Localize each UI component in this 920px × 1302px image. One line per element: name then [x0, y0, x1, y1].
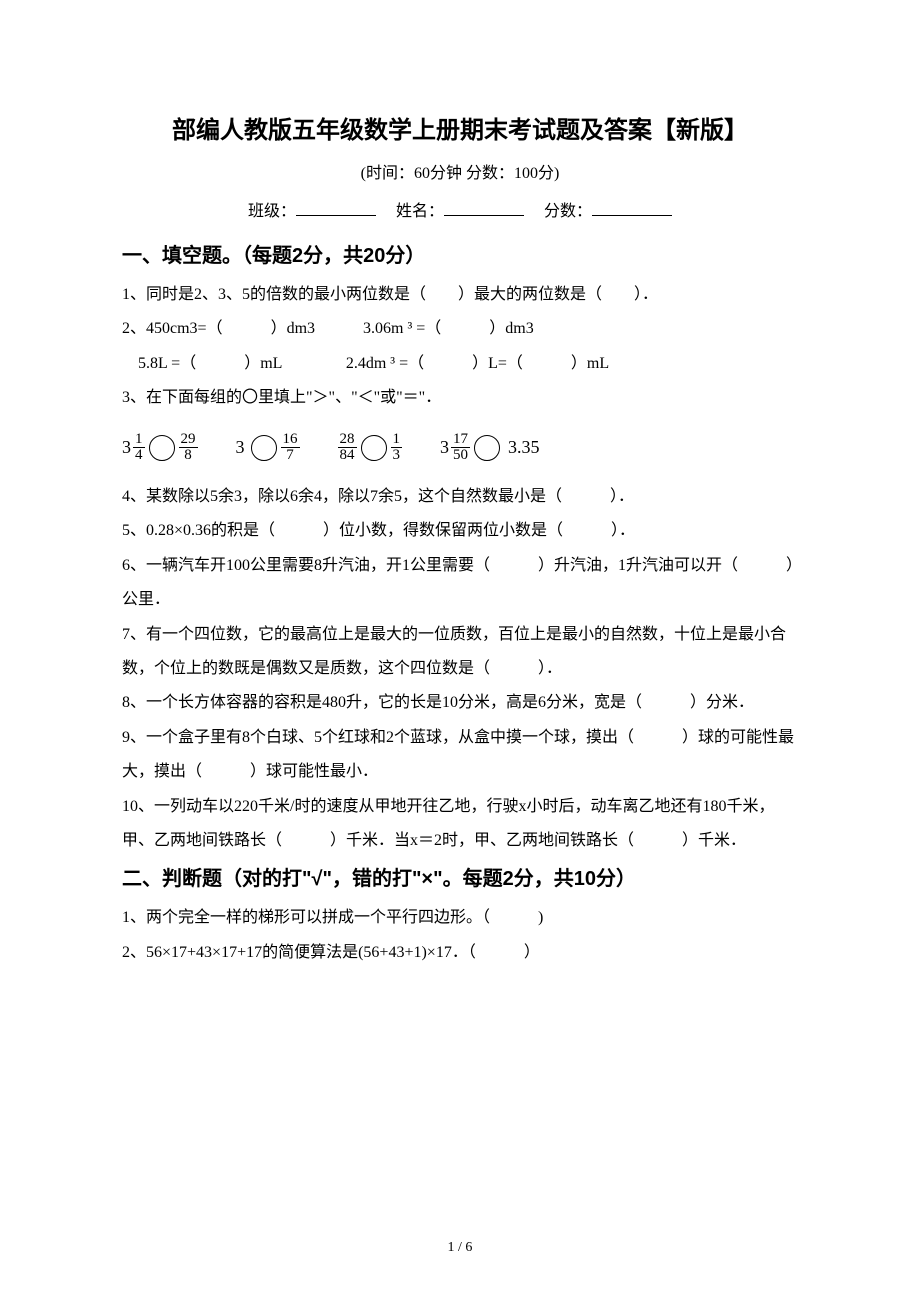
q4: 4、某数除以5余3，除以6余4，除以7余5，这个自然数最小是（ ）． [122, 480, 798, 514]
q9: 9、一个盒子里有8个白球、5个红球和2个蓝球，从盒中摸一个球，摸出（ ）球的可能… [122, 721, 798, 790]
frac-1-right-den: 8 [182, 448, 194, 464]
score-label: 分数： [544, 203, 592, 220]
frac-3-left-num: 28 [338, 432, 357, 449]
q3: 3、在下面每组的〇里填上"＞"、"＜"或"＝"． [122, 381, 798, 415]
frac-3-right: 1 3 [391, 432, 403, 465]
q7: 7、有一个四位数，它的最高位上是最大的一位质数，百位上是最小的自然数，十位上是最… [122, 618, 798, 687]
frac-4-left: 17 50 [451, 432, 470, 465]
frac-1-left-den: 4 [133, 448, 145, 464]
class-blank[interactable] [296, 200, 376, 216]
name-label: 姓名： [396, 203, 444, 220]
frac-3-left: 28 84 [338, 432, 357, 465]
q6: 6、一辆汽车开100公里需要8升汽油，开1公里需要（ ）升汽油，1升汽油可以开（… [122, 549, 798, 618]
section2-header: 二、判断题（对的打"√"，错的打"×"。每题2分，共10分） [122, 862, 798, 891]
compare-circle-3[interactable] [361, 435, 387, 461]
frac-1-left: 1 4 [133, 432, 145, 465]
q1: 1、同时是2、3、5的倍数的最小两位数是（ ）最大的两位数是（ ）． [122, 278, 798, 312]
whole-1: 3 [122, 437, 131, 458]
frac-3-right-num: 1 [391, 432, 403, 449]
frac-3-right-den: 3 [391, 448, 403, 464]
exam-title: 部编人教版五年级数学上册期末考试题及答案【新版】 [122, 110, 798, 145]
compare-circle-4[interactable] [474, 435, 500, 461]
section1-header: 一、填空题。（每题2分，共20分） [122, 239, 798, 268]
frac-4-left-den: 50 [451, 448, 470, 464]
frac-3-left-den: 84 [338, 448, 357, 464]
name-blank[interactable] [444, 200, 524, 216]
frac-2-right-num: 16 [281, 432, 300, 449]
q5: 5、0.28×0.36的积是（ ）位小数，得数保留两位小数是（ ）． [122, 514, 798, 548]
compare-circle-2[interactable] [251, 435, 277, 461]
q2a: 2、450cm3=（ ）dm3 3.06m ³ =（ ）dm3 [122, 312, 798, 346]
frac-2-right-den: 7 [284, 448, 296, 464]
exam-meta: (时间：60分钟 分数：100分) [122, 159, 798, 183]
frac-item-2: 3 16 7 [236, 432, 300, 465]
student-info-line: 班级： 姓名： 分数： [122, 197, 798, 221]
frac-1-left-num: 1 [133, 432, 145, 449]
frac-item-3: 28 84 1 3 [338, 432, 403, 465]
page-number: 1 / 6 [0, 1240, 920, 1256]
whole-2: 3 [236, 437, 245, 458]
frac-1-right: 29 8 [179, 432, 198, 465]
whole-4: 3 [440, 437, 449, 458]
frac-4-left-num: 17 [451, 432, 470, 449]
frac-item-1: 3 1 4 29 8 [122, 432, 198, 465]
frac-item-4: 3 17 50 3.35 [440, 432, 542, 465]
q8: 8、一个长方体容器的容积是480升，它的长是10分米，高是6分米，宽是（ ）分米… [122, 686, 798, 720]
s2-q2: 2、56×17+43×17+17的简便算法是(56+43+1)×17．（ ） [122, 936, 798, 970]
s2-q1: 1、两个完全一样的梯形可以拼成一个平行四边形。（ ) [122, 901, 798, 935]
score-blank[interactable] [592, 200, 672, 216]
compare-circle-1[interactable] [149, 435, 175, 461]
frac-1-right-num: 29 [179, 432, 198, 449]
q10: 10、一列动车以220千米/时的速度从甲地开往乙地，行驶x小时后，动车离乙地还有… [122, 790, 798, 859]
fraction-comparison-row: 3 1 4 29 8 3 16 7 28 84 [122, 432, 798, 465]
frac-4-right-decimal: 3.35 [508, 437, 540, 458]
class-label: 班级： [248, 203, 296, 220]
frac-2-right: 16 7 [281, 432, 300, 465]
q2b: 5.8L =（ ）mL 2.4dm ³ =（ ）L=（ ）mL [122, 347, 798, 381]
